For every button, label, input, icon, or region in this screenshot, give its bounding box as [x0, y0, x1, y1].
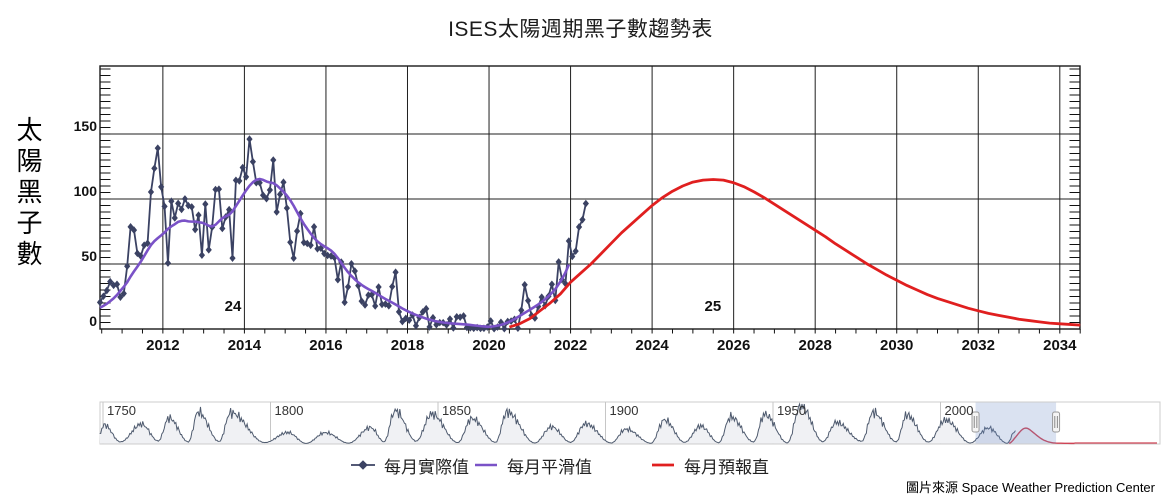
- x-tick-label: 2028: [798, 337, 832, 354]
- navigator-history-line: [99, 402, 1016, 444]
- navigator-handle-right[interactable]: [1052, 411, 1061, 433]
- navigator-year-label: 2000: [944, 403, 974, 418]
- x-tick-label: 2020: [472, 337, 506, 354]
- navigator-year-label: 1950: [777, 403, 806, 418]
- actual-series-markers: [96, 135, 589, 333]
- navigator-forecast-line: [1008, 427, 1075, 445]
- y-axis-title: 太陽黑子數: [13, 116, 43, 271]
- x-tick-label: 2034: [1043, 337, 1077, 354]
- page-title: ISES太陽週期黑子數趨勢表: [448, 18, 713, 41]
- line-marker-icon: [475, 463, 497, 467]
- forecast-series-line: [508, 178, 1081, 329]
- x-tick-label: 2014: [227, 337, 262, 354]
- actual-series-line: [99, 138, 587, 332]
- smoothed-series-line: [99, 177, 571, 328]
- navigator-history-area: [99, 404, 1016, 444]
- navigator-forecast-area: [1009, 428, 1075, 444]
- legend: 每月實際值 每月平滑值 每月預報直: [0, 452, 1161, 480]
- y-tick-label: 0: [89, 313, 97, 329]
- x-tick-label: 2024: [635, 337, 669, 354]
- diamond-marker-icon: [351, 460, 375, 470]
- x-tick-label: 2018: [390, 337, 425, 354]
- navigator-year-label: 1900: [609, 403, 639, 418]
- legend-label-smoothed: 每月平滑值: [507, 457, 592, 477]
- navigator-year-label: 1850: [442, 403, 471, 418]
- x-tick-label: 2016: [309, 337, 343, 354]
- cycle-label: 24: [224, 297, 242, 315]
- navigator-selection[interactable]: [975, 402, 1057, 444]
- legend-item-forecast[interactable]: 每月預報直: [650, 452, 769, 478]
- legend-label-actual: 每月實際值: [384, 457, 469, 477]
- legend-label-forecast: 每月預報直: [684, 457, 769, 477]
- y-tick-label: 100: [73, 183, 97, 199]
- source-note: 圖片來源 Space Weather Prediction Center: [905, 480, 1155, 495]
- y-tick-label: 150: [73, 118, 97, 134]
- legend-item-actual[interactable]: 每月實際值: [350, 452, 469, 478]
- navigator-year-label: 1750: [107, 403, 136, 418]
- cycle-label: 25: [704, 297, 722, 315]
- x-tick-label: 2026: [716, 337, 751, 354]
- x-tick-label: 2012: [146, 337, 180, 354]
- y-tick-label: 50: [81, 248, 97, 264]
- x-tick-label: 2022: [553, 337, 588, 354]
- line-marker-icon: [652, 463, 674, 467]
- legend-item-smoothed[interactable]: 每月平滑值: [473, 452, 592, 478]
- navigator-year-label: 1800: [274, 403, 304, 418]
- x-tick-label: 2032: [961, 337, 995, 354]
- plot-border: [99, 65, 1081, 330]
- x-tick-label: 2030: [880, 337, 914, 354]
